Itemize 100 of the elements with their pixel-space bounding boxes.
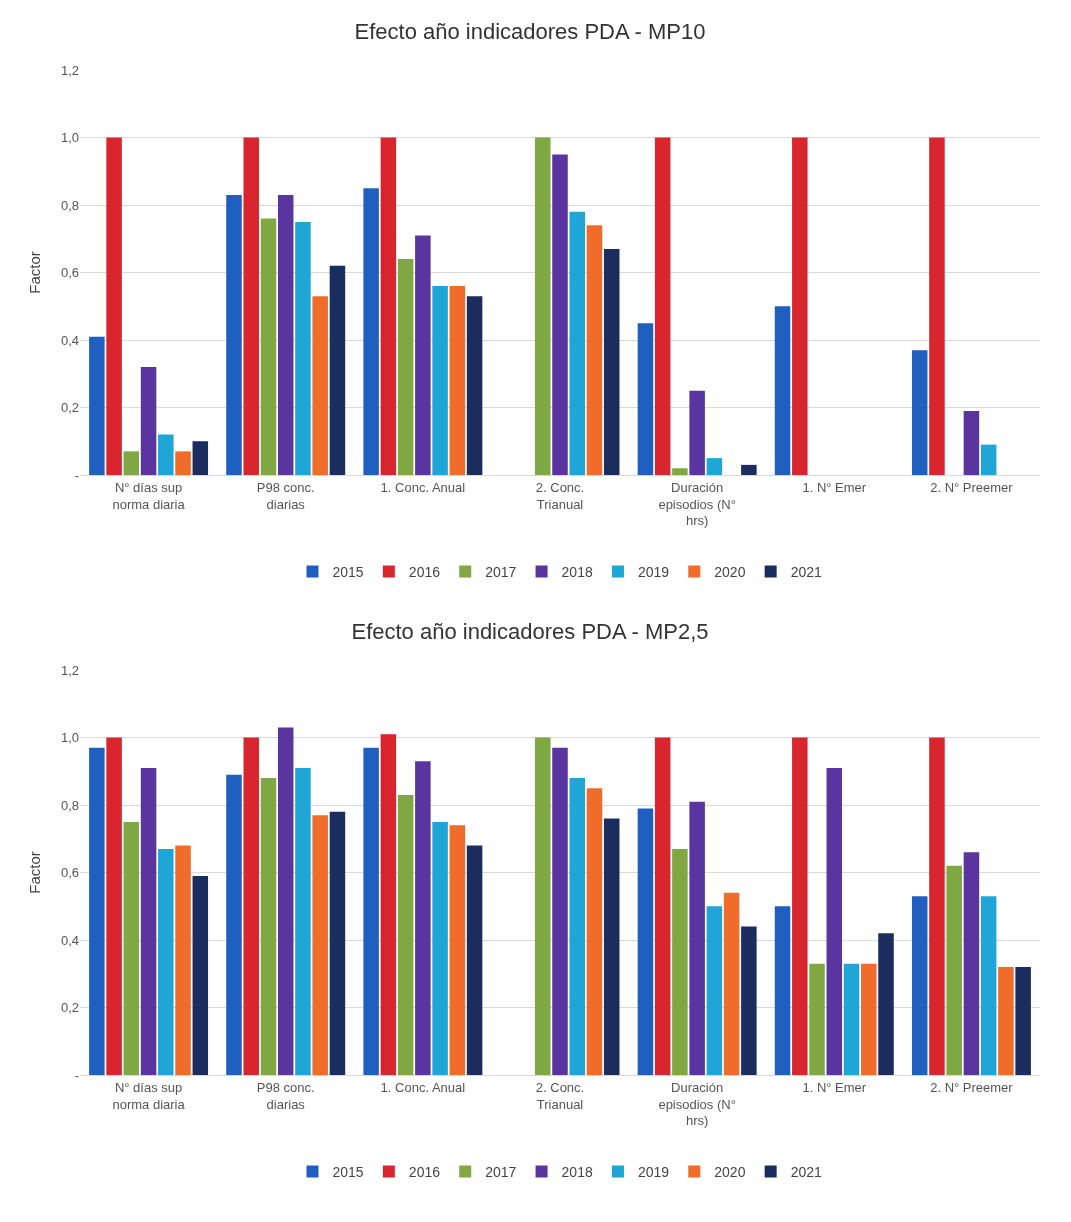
- y-tick-label: -: [74, 1067, 79, 1083]
- bar: [843, 963, 860, 1075]
- bar: [963, 410, 980, 475]
- bar: [911, 896, 928, 1075]
- bar: [809, 963, 825, 1075]
- bar: [535, 137, 551, 475]
- bar: [397, 259, 414, 475]
- bar: [175, 845, 191, 1075]
- bar: [175, 451, 191, 475]
- x-tick-label: Duración episodios (N° hrs): [658, 479, 736, 529]
- bar: [741, 464, 757, 475]
- y-tick-label: 0,2: [60, 1000, 79, 1016]
- bar: [689, 801, 705, 1075]
- bar: [449, 286, 466, 475]
- bar: [226, 774, 242, 1075]
- x-tick-label: Duración episodios (N° hrs): [658, 1079, 736, 1129]
- y-tick-label: 0,6: [60, 865, 79, 881]
- x-tick-label: 2. N° Preemer: [930, 479, 1014, 495]
- chart-title: Efecto año indicadores PDA - MP2,5: [351, 619, 709, 645]
- bar: [158, 434, 174, 475]
- bar: [929, 137, 945, 475]
- bar: [192, 875, 209, 1075]
- y-tick-label: 0,4: [60, 332, 79, 348]
- legend-label: 2017: [485, 564, 517, 581]
- x-tick-label: P98 conc. diarias: [256, 479, 315, 512]
- x-tick-label: 2. Conc. Trianual: [535, 1079, 585, 1112]
- bar: [998, 967, 1014, 1075]
- bar: [741, 926, 757, 1075]
- bar: [312, 815, 328, 1075]
- bar: [654, 737, 671, 1075]
- legend-label: 2015: [332, 564, 364, 581]
- bar: [569, 211, 585, 475]
- bar: [792, 137, 808, 475]
- x-tick-label: 2. Conc. Trianual: [535, 479, 585, 512]
- legend-label: 2020: [714, 1164, 746, 1181]
- x-tick-label: N° días sup norma diaria: [112, 1079, 186, 1112]
- bar: [603, 248, 620, 475]
- bar: [466, 845, 483, 1075]
- bar: [878, 933, 894, 1075]
- x-tick-label: 1. Conc. Anual: [380, 479, 466, 495]
- bar: [380, 137, 397, 475]
- bar: [89, 747, 105, 1075]
- y-axis-title: Factor: [26, 851, 43, 894]
- x-tick-label: P98 conc. diarias: [256, 1079, 315, 1112]
- bar: [946, 865, 962, 1075]
- legend-label: 2015: [332, 1164, 364, 1181]
- x-tick-label: N° días sup norma diaria: [112, 479, 186, 512]
- bar: [449, 825, 466, 1075]
- legend-label: 2018: [561, 564, 593, 581]
- bar: [792, 737, 808, 1075]
- y-axis-title: Factor: [26, 251, 43, 294]
- bar: [603, 818, 620, 1075]
- bar: [158, 848, 174, 1075]
- legend-label: 2016: [408, 564, 441, 581]
- bar: [569, 778, 585, 1075]
- bar: [723, 892, 740, 1075]
- bar: [329, 811, 346, 1075]
- bar: [260, 218, 277, 475]
- bar: [826, 767, 843, 1075]
- bar: [89, 336, 105, 475]
- bar: [123, 821, 140, 1075]
- bar: [106, 137, 122, 475]
- y-tick-label: -: [74, 467, 79, 483]
- y-tick-label: 1,2: [60, 662, 79, 678]
- bar: [706, 458, 723, 475]
- bar: [706, 906, 723, 1075]
- bar: [295, 767, 311, 1075]
- bar: [911, 350, 928, 475]
- bar: [929, 737, 945, 1075]
- legend-label: 2019: [637, 1164, 670, 1181]
- bar: [689, 390, 705, 475]
- bar: [672, 468, 688, 475]
- bar: [397, 794, 414, 1075]
- bar: [192, 441, 209, 475]
- bar: [861, 963, 877, 1075]
- bar: [277, 194, 294, 475]
- legend-label: 2018: [561, 1164, 593, 1181]
- legend-label: 2019: [637, 564, 670, 581]
- y-tick-label: 1,0: [60, 730, 79, 746]
- bar: [637, 808, 654, 1075]
- bar: [586, 225, 603, 475]
- y-tick-label: 1,2: [60, 62, 79, 78]
- y-tick-label: 0,8: [60, 197, 79, 213]
- legend-label: 2020: [714, 564, 746, 581]
- legend-label: 2017: [485, 1164, 517, 1181]
- bar: [123, 451, 140, 475]
- y-tick-label: 0,8: [60, 797, 79, 813]
- bar: [654, 137, 671, 475]
- y-tick-label: 0,6: [60, 265, 79, 281]
- bar: [106, 737, 122, 1075]
- bar: [380, 734, 397, 1075]
- bar: [363, 188, 379, 475]
- bar: [963, 852, 980, 1075]
- chart-title: Efecto año indicadores PDA - MP10: [354, 19, 706, 45]
- bar: [980, 444, 997, 475]
- y-tick-label: 0,2: [60, 400, 79, 416]
- bar: [295, 221, 311, 475]
- legend-label: 2021: [790, 1164, 823, 1181]
- bar: [535, 737, 551, 1075]
- bar: [363, 747, 379, 1075]
